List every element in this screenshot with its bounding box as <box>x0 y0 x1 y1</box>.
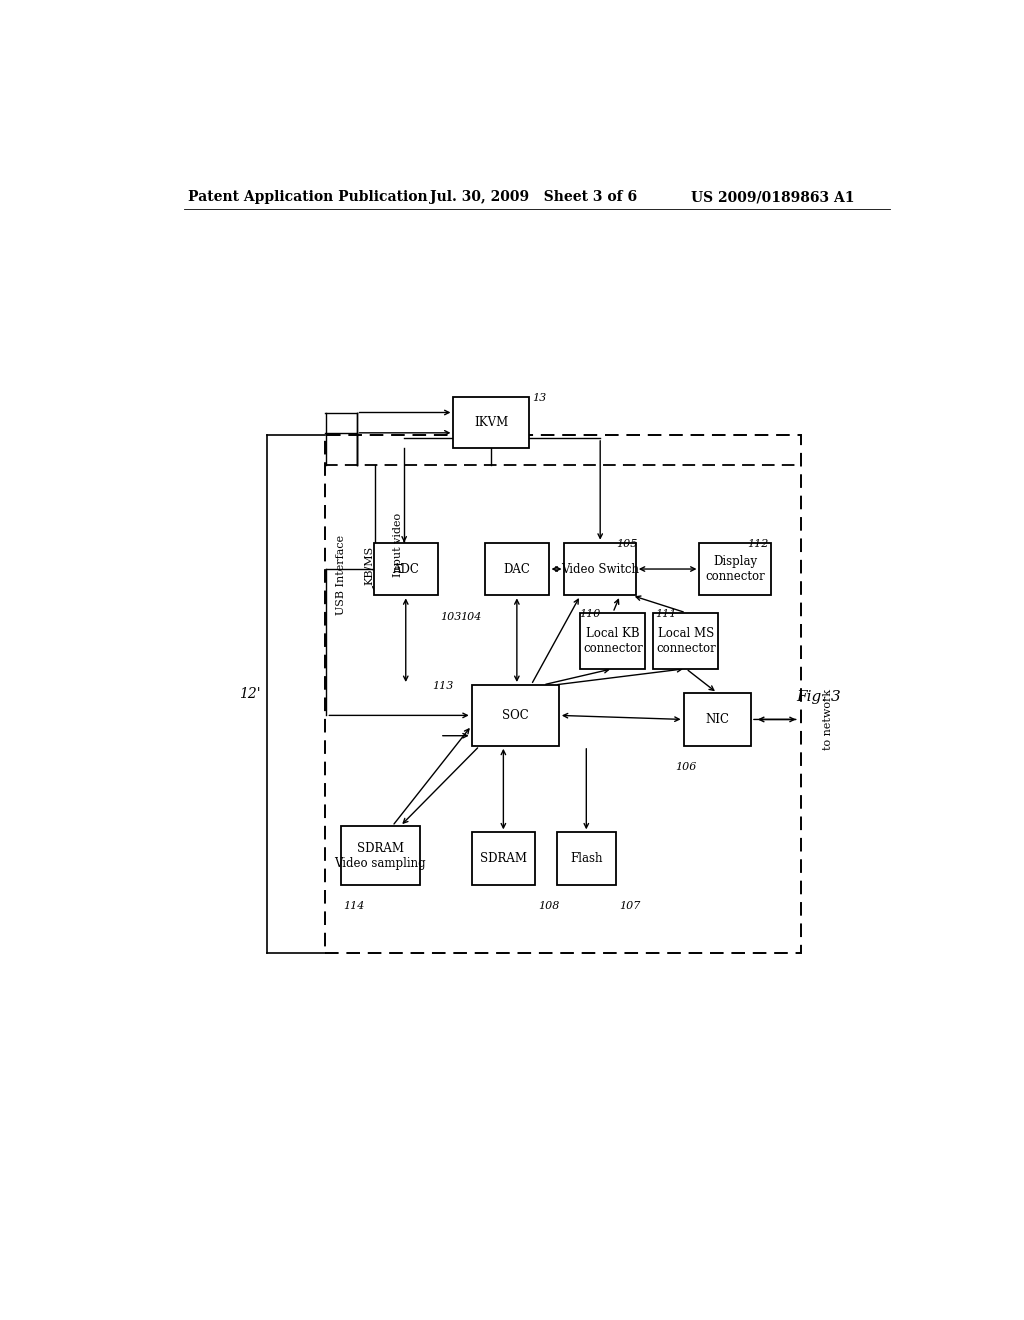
FancyBboxPatch shape <box>485 543 549 595</box>
Text: 105: 105 <box>616 539 637 549</box>
Text: US 2009/0189863 A1: US 2009/0189863 A1 <box>691 190 855 205</box>
Text: 114: 114 <box>343 902 365 911</box>
Text: 12': 12' <box>239 686 260 701</box>
FancyBboxPatch shape <box>341 826 420 886</box>
Text: 106: 106 <box>676 762 697 772</box>
FancyBboxPatch shape <box>472 685 559 746</box>
Text: 103: 103 <box>440 611 462 622</box>
Text: Patent Application Publication: Patent Application Publication <box>187 190 427 205</box>
Text: DAC: DAC <box>504 562 530 576</box>
FancyBboxPatch shape <box>684 693 751 746</box>
FancyBboxPatch shape <box>454 397 528 447</box>
Text: SOC: SOC <box>502 709 528 722</box>
FancyBboxPatch shape <box>472 833 536 886</box>
Text: 112: 112 <box>746 539 768 549</box>
Text: 104: 104 <box>460 611 481 622</box>
Text: 110: 110 <box>579 609 600 619</box>
Text: Jul. 30, 2009   Sheet 3 of 6: Jul. 30, 2009 Sheet 3 of 6 <box>430 190 637 205</box>
FancyBboxPatch shape <box>564 543 636 595</box>
Text: Local MS
connector: Local MS connector <box>656 627 716 655</box>
Text: Video Switch: Video Switch <box>561 562 639 576</box>
Text: USB Interface: USB Interface <box>336 535 346 615</box>
Text: Fig. 3: Fig. 3 <box>796 690 841 704</box>
Text: 13: 13 <box>531 393 546 403</box>
Text: Display
connector: Display connector <box>706 554 765 583</box>
FancyBboxPatch shape <box>581 612 645 669</box>
FancyBboxPatch shape <box>653 612 719 669</box>
Text: NIC: NIC <box>706 713 729 726</box>
Text: Input video: Input video <box>393 512 402 577</box>
Text: Local KB
connector: Local KB connector <box>583 627 643 655</box>
FancyBboxPatch shape <box>374 543 437 595</box>
FancyBboxPatch shape <box>699 543 771 595</box>
FancyBboxPatch shape <box>557 833 616 886</box>
Text: 108: 108 <box>539 902 560 911</box>
Text: 111: 111 <box>655 609 676 619</box>
Text: Flash: Flash <box>570 853 602 865</box>
Text: 113: 113 <box>432 681 454 690</box>
Text: ADC: ADC <box>392 562 419 576</box>
Text: IKVM: IKVM <box>474 416 508 429</box>
Text: 107: 107 <box>620 902 641 911</box>
Text: to network: to network <box>823 689 833 750</box>
Text: SDRAM: SDRAM <box>480 853 527 865</box>
Text: KB/MS: KB/MS <box>364 545 374 585</box>
Text: SDRAM
Video sampling: SDRAM Video sampling <box>335 842 426 870</box>
